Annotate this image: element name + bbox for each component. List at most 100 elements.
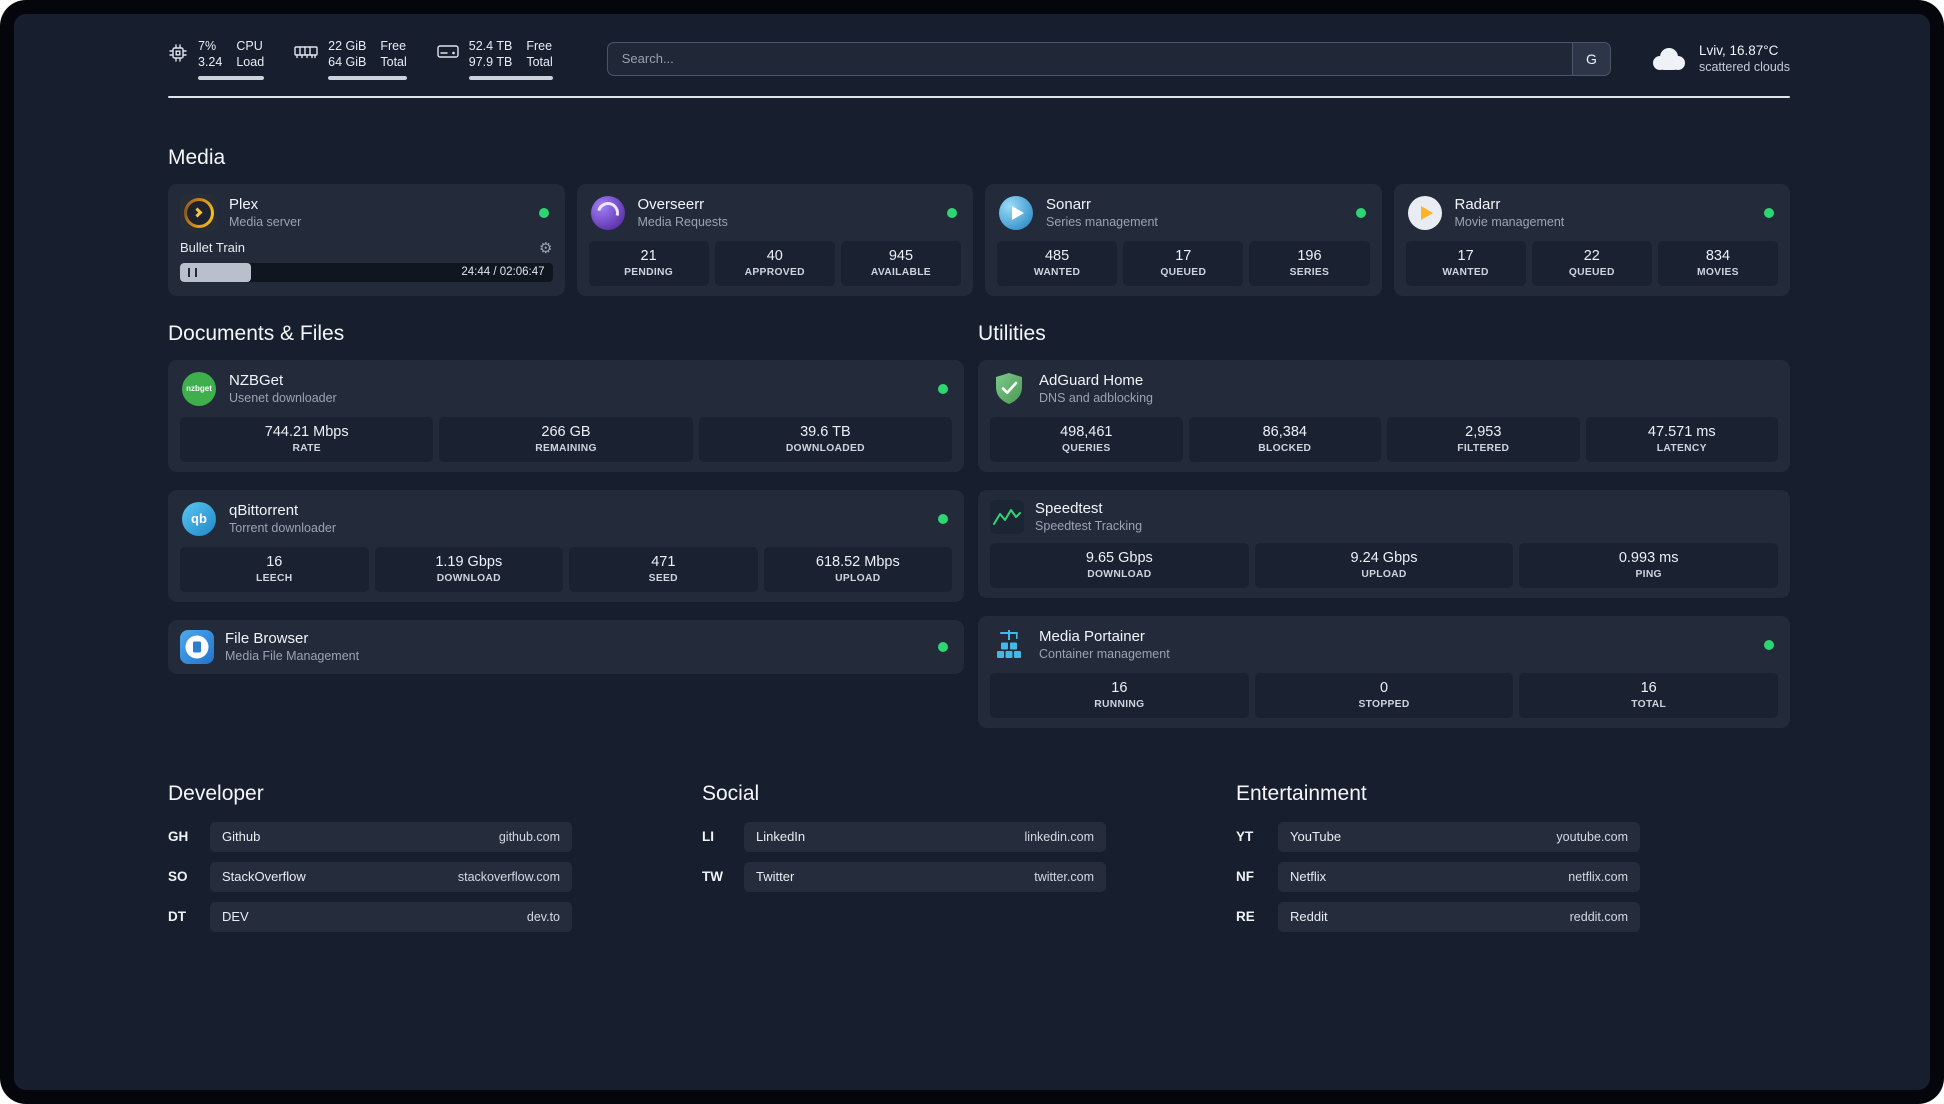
stat-label: UPLOAD [835,572,881,584]
bookmark-row: LI LinkedIn linkedin.com [702,821,1106,852]
stat-value: 485 [1044,247,1070,264]
bookmark-name: StackOverflow [222,869,306,884]
playback-progress-bar[interactable]: 24:44 / 02:06:47 [180,262,553,282]
bookmark-youtube[interactable]: YouTube youtube.com [1278,821,1640,852]
app-card-adguard[interactable]: AdGuard Home DNS and adblocking 498,461 … [978,359,1790,472]
bookmark-name: Twitter [756,869,795,884]
bookmark-url: github.com [498,829,560,844]
stat-label: WANTED [1033,266,1081,278]
stat-tile: 22 QUEUED [1531,240,1652,286]
app-card-portainer[interactable]: Media Portainer Container management 16 … [978,615,1790,728]
stat-tile: 39.6 TB DOWNLOADED [698,416,953,462]
disk-free-label: Free [526,39,553,53]
bookmark-dev[interactable]: DEV dev.to [210,901,572,932]
stat-value: 0.993 ms [1618,549,1679,566]
status-online-dot [1764,207,1774,218]
bookmark-url: linkedin.com [1024,829,1094,844]
app-name: AdGuard Home [1039,372,1144,389]
app-name: Plex [229,196,259,213]
search-bar: G [606,41,1611,76]
app-subtitle: Media File Management [225,649,360,663]
disk-free-value: 52.4 TB [468,39,513,53]
bookmark-name: Netflix [1290,869,1327,884]
stat-tile: 618.52 Mbps UPLOAD [763,546,953,592]
nzbget-icon: nzbget [180,370,218,408]
bookmark-url: reddit.com [1569,909,1628,924]
bookmark-linkedin[interactable]: LinkedIn linkedin.com [744,821,1106,852]
ram-total-value: 64 GiB [328,55,367,70]
bookmark-twitter[interactable]: Twitter twitter.com [744,861,1106,892]
stat-label: APPROVED [744,266,805,278]
app-card-qbittorrent[interactable]: qb qBittorrent Torrent downloader 16 LEE… [168,489,965,602]
pause-icon[interactable] [188,267,197,277]
social-bookmarks: Social LI LinkedIn linkedin.com TW Twitt… [702,782,1106,942]
cpu-icon [169,44,187,62]
filebrowser-icon [180,629,214,664]
app-card-speedtest[interactable]: Speedtest Speedtest Tracking 9.65 Gbps D… [978,489,1790,598]
status-online-dot [938,383,949,394]
bookmark-stackoverflow[interactable]: StackOverflow stackoverflow.com [210,861,572,892]
developer-section-title: Developer [168,781,264,805]
cpu-monitor: 7% CPU 3.24 Load [168,38,265,80]
app-card-radarr[interactable]: Radarr Movie management 17 WANTED 22 QUE… [1393,183,1790,296]
cpu-progress-bar [198,75,265,80]
ram-icon [294,46,318,59]
ram-monitor: 22 GiB Free 64 GiB Total [294,38,407,80]
ram-progress-bar [328,75,407,80]
stat-value: 9.65 Gbps [1085,549,1153,566]
stat-label: LEECH [256,572,293,584]
bookmark-name: Github [222,829,261,844]
app-card-plex[interactable]: Plex Media server Bullet Train ⚙ 24:44 /… [168,183,565,296]
stat-label: DOWNLOADED [785,442,865,454]
stat-tile: 21 PENDING [588,240,709,286]
stat-tile: 17 WANTED [1405,240,1526,286]
bookmark-abbr: NF [1236,869,1254,884]
app-subtitle: Speedtest Tracking [1035,519,1143,533]
status-online-dot [1355,207,1366,218]
status-online-dot [938,513,949,524]
app-card-nzbget[interactable]: nzbget NZBGet Usenet downloader 744.21 M… [168,359,965,472]
app-card-filebrowser[interactable]: File Browser Media File Management [168,619,965,674]
disk-total-value: 97.9 TB [468,55,513,70]
stat-value: 9.24 Gbps [1350,549,1418,566]
bookmark-reddit[interactable]: Reddit reddit.com [1278,901,1640,932]
stat-tile: 47.571 ms LATENCY [1585,416,1779,462]
app-subtitle: Usenet downloader [229,391,337,405]
app-name: Media Portainer [1039,628,1145,645]
bookmark-row: NF Netflix netflix.com [1236,861,1640,892]
stat-tile: 471 SEED [569,546,758,592]
stat-tile: 485 WANTED [997,240,1118,286]
bookmark-row: GH Github github.com [168,821,572,852]
disk-total-label: Total [526,55,553,70]
app-subtitle: Series management [1046,215,1158,229]
app-card-overseerr[interactable]: Overseerr Media Requests 21 PENDING 40 A… [576,183,973,296]
disk-progress-bar [468,75,553,80]
search-input[interactable] [606,41,1611,76]
stat-label: QUERIES [1062,442,1111,454]
speedtest-graph-icon [990,499,1025,534]
stat-label: RATE [292,442,321,454]
search-engine-button[interactable]: G [1571,42,1610,75]
gear-icon[interactable]: ⚙ [539,238,553,257]
app-subtitle: Media Requests [637,215,728,229]
app-card-sonarr[interactable]: Sonarr Series management 485 WANTED 17 Q… [985,183,1382,296]
stat-label: FILTERED [1457,442,1510,454]
stat-label: LATENCY [1656,442,1707,454]
stat-label: UPLOAD [1361,568,1407,580]
bookmark-netflix[interactable]: Netflix netflix.com [1278,861,1640,892]
stat-value: 1.19 Gbps [435,553,503,570]
stat-tile: 0 STOPPED [1254,672,1514,718]
qbittorrent-icon: qb [180,500,218,538]
stat-tile: 945 AVAILABLE [840,240,962,286]
bookmark-github[interactable]: Github github.com [210,821,572,852]
stat-value: 618.52 Mbps [815,553,900,570]
bookmark-name: LinkedIn [756,829,806,844]
bookmark-abbr: RE [1236,909,1255,924]
weather-condition: scattered clouds [1698,60,1790,75]
stat-value: 16 [1111,679,1128,696]
plex-icon [180,193,218,232]
stat-label: DOWNLOAD [1087,568,1152,580]
bookmark-abbr: SO [168,869,188,884]
adguard-shield-icon [990,370,1028,408]
bookmark-url: stackoverflow.com [457,869,560,884]
